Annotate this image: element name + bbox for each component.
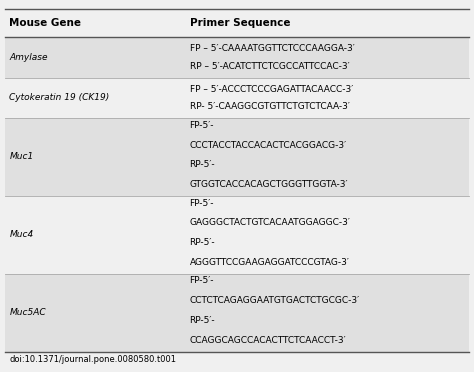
Text: AGGGTTCCGAAGAGGATCCCGTAG-3′: AGGGTTCCGAAGAGGATCCCGTAG-3′ [190, 258, 349, 267]
Text: CCAGGCAGCCACACTTCTCAACCT-3′: CCAGGCAGCCACACTTCTCAACCT-3′ [190, 336, 346, 345]
Bar [5, 37, 469, 78]
Text: Cytokeratin 19 (CK19): Cytokeratin 19 (CK19) [9, 93, 109, 102]
Text: Muc5AC: Muc5AC [9, 308, 46, 317]
Bar [5, 274, 469, 352]
Text: Muc1: Muc1 [9, 153, 34, 161]
Bar [5, 9, 469, 37]
Text: Amylase: Amylase [9, 53, 48, 62]
Text: Mouse Gene: Mouse Gene [9, 18, 82, 28]
Text: RP-5′-: RP-5′- [190, 238, 215, 247]
Text: FP-5′-: FP-5′- [190, 276, 214, 285]
Text: Primer Sequence: Primer Sequence [190, 18, 290, 28]
Text: FP – 5′-ACCCTCCCGAGATTACAACC-3′: FP – 5′-ACCCTCCCGAGATTACAACC-3′ [190, 85, 353, 94]
Text: CCTCTCAGAGGAATGTGACTCTGCGC-3′: CCTCTCAGAGGAATGTGACTCTGCGC-3′ [190, 296, 360, 305]
Bar [5, 78, 469, 118]
Text: FP-5′-: FP-5′- [190, 121, 214, 130]
Bar [5, 118, 469, 196]
Text: FP-5′-: FP-5′- [190, 199, 214, 208]
Text: RP-5′-: RP-5′- [190, 160, 215, 169]
Text: FP – 5′-CAAAATGGTTCTCCCAAGGA-3′: FP – 5′-CAAAATGGTTCTCCCAAGGA-3′ [190, 44, 355, 53]
Text: doi:10.1371/journal.pone.0080580.t001: doi:10.1371/journal.pone.0080580.t001 [9, 355, 176, 364]
Bar [5, 196, 469, 274]
Text: RP- 5′-CAAGGCGTGTTCTGTCTCAA-3′: RP- 5′-CAAGGCGTGTTCTGTCTCAA-3′ [190, 102, 349, 111]
Text: Muc4: Muc4 [9, 230, 34, 239]
Text: GAGGGCTACTGTCACAATGGAGGC-3′: GAGGGCTACTGTCACAATGGAGGC-3′ [190, 218, 350, 227]
Text: GTGGTCACCACAGCTGGGTTGGTA-3′: GTGGTCACCACAGCTGGGTTGGTA-3′ [190, 180, 348, 189]
Text: RP-5′-: RP-5′- [190, 316, 215, 325]
Text: CCCTACCTACCACACTCACGGACG-3′: CCCTACCTACCACACTCACGGACG-3′ [190, 141, 346, 150]
Text: RP – 5′-ACATCTTCTCGCCATTCCAC-3′: RP – 5′-ACATCTTCTCGCCATTCCAC-3′ [190, 61, 349, 71]
